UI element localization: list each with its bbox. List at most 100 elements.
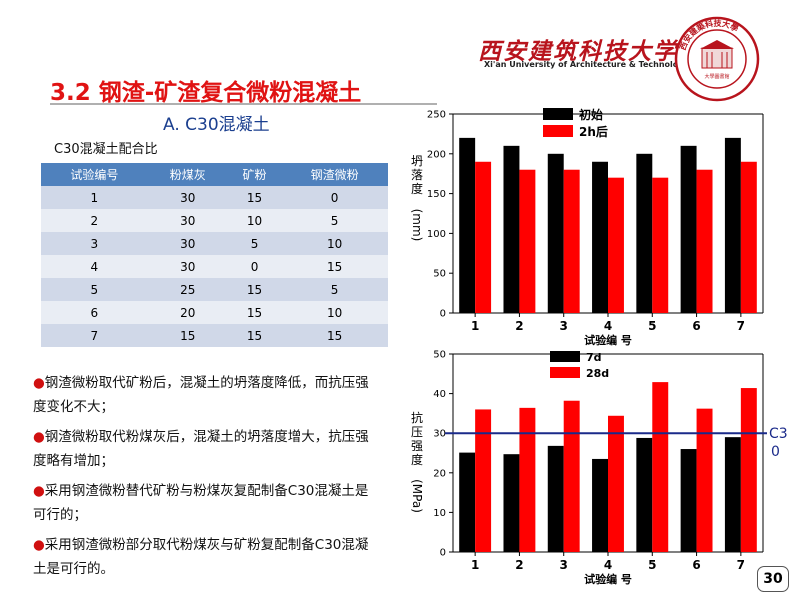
table-cell: 10 xyxy=(281,232,388,255)
bar-初始-6 xyxy=(680,145,697,313)
table-cell: 2 xyxy=(41,209,148,232)
bar-28d-2 xyxy=(519,407,536,552)
title-divider xyxy=(50,103,437,105)
table-header-row: 试验编号 粉煤灰 矿粉 钢渣微粉 xyxy=(41,163,388,186)
conclusion-bullet: ●采用钢渣微粉部分取代粉煤灰与矿粉复配制备C30混凝土是可行的。 xyxy=(33,533,378,581)
conclusion-bullet: ●钢渣微粉取代粉煤灰后，混凝土的坍落度增大，抗压强度略有增加； xyxy=(33,425,378,473)
y-tick-label: 40 xyxy=(433,389,446,400)
y-axis-label-unit: (MPa) xyxy=(410,479,424,513)
table-cell: 25 xyxy=(147,278,228,301)
x-tick-label: 2 xyxy=(515,558,523,572)
x-axis-label: 试验编 号 xyxy=(584,572,632,586)
bar-7d-7 xyxy=(724,437,741,552)
y-tick-label: 150 xyxy=(427,189,446,200)
x-tick-label: 7 xyxy=(737,558,745,572)
legend-swatch-初始 xyxy=(543,108,573,120)
y-axis-label-char: 度 xyxy=(411,181,423,196)
bar-7d-1 xyxy=(459,452,476,552)
compressive-strength-bar-chart: 0 10 20 30 40 50 1 2 3 4 5 6 7 试验编 号 抗压强度 (MPa) C3 0 7d 28d xyxy=(410,350,788,587)
y-tick-label: 0 xyxy=(440,548,446,559)
legend-label: 初始 xyxy=(579,107,603,122)
x-tick-label: 4 xyxy=(604,319,612,333)
y-tick-label: 100 xyxy=(427,229,446,240)
table-cell: 5 xyxy=(281,278,388,301)
university-seal-icon: 西安建築科技大學 大學圖書館 xyxy=(674,16,760,102)
bar-初始-7 xyxy=(724,137,741,313)
bar-初始-3 xyxy=(547,153,564,313)
bar-7d-5 xyxy=(636,437,653,552)
conclusion-bullet: ●采用钢渣微粉替代矿粉与粉煤灰复配制备C30混凝土是可行的； xyxy=(33,479,378,527)
bar-初始-2 xyxy=(503,145,520,313)
x-axis-label: 试验编 号 xyxy=(584,333,632,347)
table-cell: 30 xyxy=(147,232,228,255)
y-axis-label-char: 抗 xyxy=(411,410,423,425)
bullet-text: 钢渣微粉取代粉煤灰后，混凝土的坍落度增大，抗压强度略有增加； xyxy=(33,429,369,469)
y-axis-label-char: 强 xyxy=(411,439,423,453)
table-cell: 15 xyxy=(147,324,228,347)
table-cell: 3 xyxy=(41,232,148,255)
y-tick-label: 20 xyxy=(433,468,446,479)
c30-reference-label: C3 0 xyxy=(769,426,788,460)
bar-2h后-5 xyxy=(652,177,669,313)
bar-2h后-2 xyxy=(519,169,536,313)
bar-初始-1 xyxy=(459,137,476,313)
bar-28d-5 xyxy=(652,382,669,552)
y-tick-label: 250 xyxy=(427,110,446,121)
x-tick-label: 6 xyxy=(692,558,700,572)
y-axis-label-char: 压 xyxy=(411,425,423,439)
table-header-cell: 粉煤灰 xyxy=(147,163,228,186)
bullet-text: 采用钢渣微粉替代矿粉与粉煤灰复配制备C30混凝土是可行的； xyxy=(33,483,369,523)
table-cell: 15 xyxy=(281,255,388,278)
y-axis-label-char: 落 xyxy=(411,168,423,182)
table-cell: 30 xyxy=(147,209,228,232)
bar-2h后-4 xyxy=(608,177,624,313)
table-cell: 10 xyxy=(281,301,388,324)
table-header-cell: 钢渣微粉 xyxy=(281,163,388,186)
x-tick-label: 2 xyxy=(515,319,523,333)
bar-28d-7 xyxy=(740,388,757,552)
legend-swatch-7d xyxy=(550,351,580,362)
bar-2h后-3 xyxy=(563,169,580,313)
bar-7d-4 xyxy=(592,458,608,552)
x-tick-label: 6 xyxy=(692,319,700,333)
bullet-text: 钢渣微粉取代矿粉后，混凝土的坍落度降低，而抗压强度变化不大； xyxy=(33,375,369,415)
y-tick-label: 0 xyxy=(440,309,446,320)
table-row: 2 30 10 5 xyxy=(41,209,388,232)
bar-28d-6 xyxy=(696,408,713,552)
x-tick-label: 5 xyxy=(648,558,656,572)
x-tick-label: 7 xyxy=(737,319,745,333)
legend-label: 28d xyxy=(586,367,609,380)
bar-7d-3 xyxy=(547,445,564,552)
table-cell: 15 xyxy=(227,278,282,301)
y-tick-label: 10 xyxy=(433,508,446,519)
table-row: 6 20 15 10 xyxy=(41,301,388,324)
slide-title: 3.2 钢渣-矿渣复合微粉混凝土 xyxy=(50,80,362,106)
table-cell: 5 xyxy=(227,232,282,255)
table-row: 7 15 15 15 xyxy=(41,324,388,347)
bar-初始-4 xyxy=(592,161,608,313)
x-tick-label: 3 xyxy=(560,558,568,572)
university-logo-text: 西安建筑科技大学 xyxy=(478,38,678,65)
x-tick-label: 5 xyxy=(648,319,656,333)
y-axis-label-char: 度 xyxy=(411,452,423,467)
table-cell: 4 xyxy=(41,255,148,278)
legend-swatch-28d xyxy=(550,367,580,378)
bullet-dot-icon: ● xyxy=(33,375,45,391)
table-cell: 30 xyxy=(147,255,228,278)
y-tick-label: 200 xyxy=(427,149,446,160)
legend-swatch-2h后 xyxy=(543,125,573,137)
table-header-cell: 矿粉 xyxy=(227,163,282,186)
table-header-cell: 试验编号 xyxy=(41,163,148,186)
y-axis-label-unit: (mm) xyxy=(410,209,424,242)
x-tick-label: 3 xyxy=(560,319,568,333)
x-tick-label: 4 xyxy=(604,558,612,572)
section-heading: A. C30混凝土 xyxy=(163,115,270,135)
table-row: 1 30 15 0 xyxy=(41,186,388,209)
university-english-name: Xi'an University of Architecture & Techn… xyxy=(484,60,690,69)
table-cell: 15 xyxy=(227,324,282,347)
bar-28d-3 xyxy=(563,400,580,552)
table-cell: 15 xyxy=(227,186,282,209)
y-tick-label: 30 xyxy=(433,429,446,440)
seal-inner-text: 大學圖書館 xyxy=(704,73,729,80)
table-row: 3 30 5 10 xyxy=(41,232,388,255)
